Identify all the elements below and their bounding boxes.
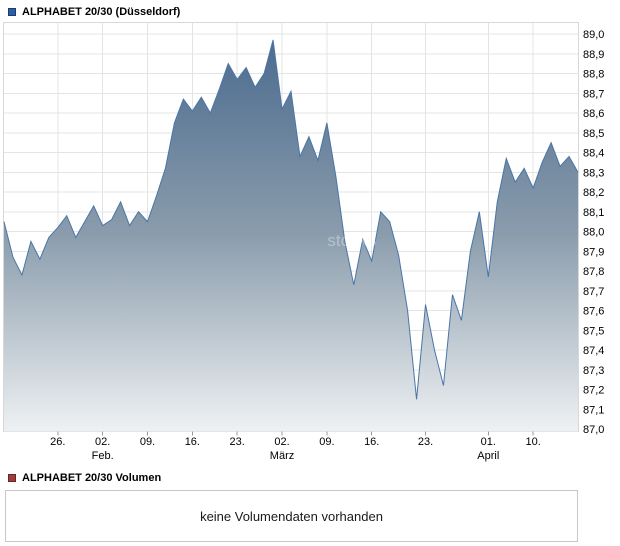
volume-chart-title: ALPHABET 20/30 Volumen — [22, 471, 162, 484]
svg-text:09.: 09. — [140, 436, 155, 448]
svg-text:87,5: 87,5 — [583, 325, 604, 337]
svg-text:26.: 26. — [50, 436, 65, 448]
svg-text:89,0: 89,0 — [583, 29, 604, 41]
svg-text:88,7: 88,7 — [583, 88, 604, 100]
svg-text:Feb.: Feb. — [92, 450, 114, 462]
svg-text:88,8: 88,8 — [583, 69, 604, 81]
svg-text:88,0: 88,0 — [583, 227, 604, 239]
svg-text:23.: 23. — [418, 436, 433, 448]
svg-text:März: März — [270, 450, 294, 462]
svg-text:01.: 01. — [481, 436, 496, 448]
svg-text:88,3: 88,3 — [583, 167, 604, 179]
svg-text:88,6: 88,6 — [583, 108, 604, 120]
svg-text:April: April — [477, 450, 499, 462]
price-line — [3, 39, 579, 400]
svg-text:88,4: 88,4 — [583, 148, 604, 160]
svg-text:23.: 23. — [230, 436, 245, 448]
volume-chart-legend: ALPHABET 20/30 Volumen — [0, 466, 620, 486]
y-axis-labels: 89,0 88,9 88,8 88,7 88,6 88,5 88,4 88,3 88,2 88,1… — [583, 29, 604, 436]
svg-text:10.: 10. — [526, 436, 541, 448]
volume-legend-swatch-icon — [8, 473, 16, 482]
price-area — [4, 39, 578, 432]
price-chart[interactable]: stock3 89,0 88,9 88,8 88,7 88,6 88,5 88,4 88,3 88… — [0, 20, 620, 466]
svg-text:87,2: 87,2 — [583, 385, 604, 397]
volume-empty-message: keine Volumendaten vorhanden — [200, 508, 383, 524]
svg-text:87,7: 87,7 — [583, 286, 604, 298]
svg-text:02.: 02. — [274, 436, 289, 448]
svg-text:87,0: 87,0 — [583, 424, 604, 436]
svg-text:88,5: 88,5 — [583, 128, 604, 140]
svg-text:09.: 09. — [319, 436, 334, 448]
svg-text:87,8: 87,8 — [583, 266, 604, 278]
price-chart-legend: ALPHABET 20/30 (Düsseldorf) — [0, 0, 620, 20]
svg-text:02.: 02. — [95, 436, 110, 448]
svg-text:16.: 16. — [364, 436, 379, 448]
svg-text:87,3: 87,3 — [583, 365, 604, 377]
price-chart-title: ALPHABET 20/30 (Düsseldorf) — [22, 5, 181, 18]
svg-text:87,6: 87,6 — [583, 306, 604, 318]
price-legend-swatch-icon — [8, 7, 16, 16]
svg-text:16.: 16. — [185, 436, 200, 448]
volume-message-box: keine Volumendaten vorhanden — [5, 490, 578, 542]
svg-text:87,9: 87,9 — [583, 246, 604, 258]
watermark: stock3 — [327, 231, 376, 250]
svg-text:88,9: 88,9 — [583, 49, 604, 61]
x-axis-labels: 26. 02. Feb. 09. 16. 23. 02. März 09. 16. 23. 01. Ap… — [50, 431, 541, 462]
svg-text:87,4: 87,4 — [583, 345, 604, 357]
svg-text:87,1: 87,1 — [583, 404, 604, 416]
svg-text:88,1: 88,1 — [583, 207, 604, 219]
svg-text:88,2: 88,2 — [583, 187, 604, 199]
